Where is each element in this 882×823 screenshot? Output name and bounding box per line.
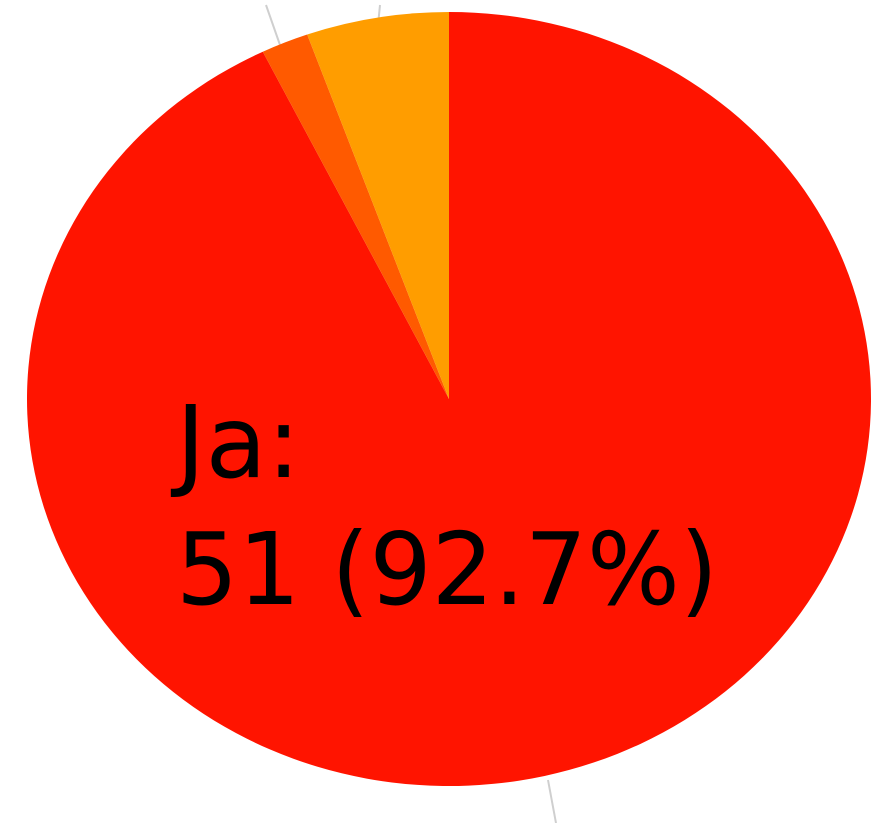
leader-line [547, 779, 557, 823]
leader-line [265, 4, 281, 46]
pie-slice [262, 34, 449, 400]
labels: Ja:51 (92.7%) [170, 384, 718, 628]
pie-slice [307, 11, 449, 399]
pie-slice [26, 12, 871, 787]
slice-value-label: 51 (92.7%) [176, 511, 718, 628]
pie [26, 11, 871, 787]
slice-category-label: Ja: [170, 384, 300, 501]
